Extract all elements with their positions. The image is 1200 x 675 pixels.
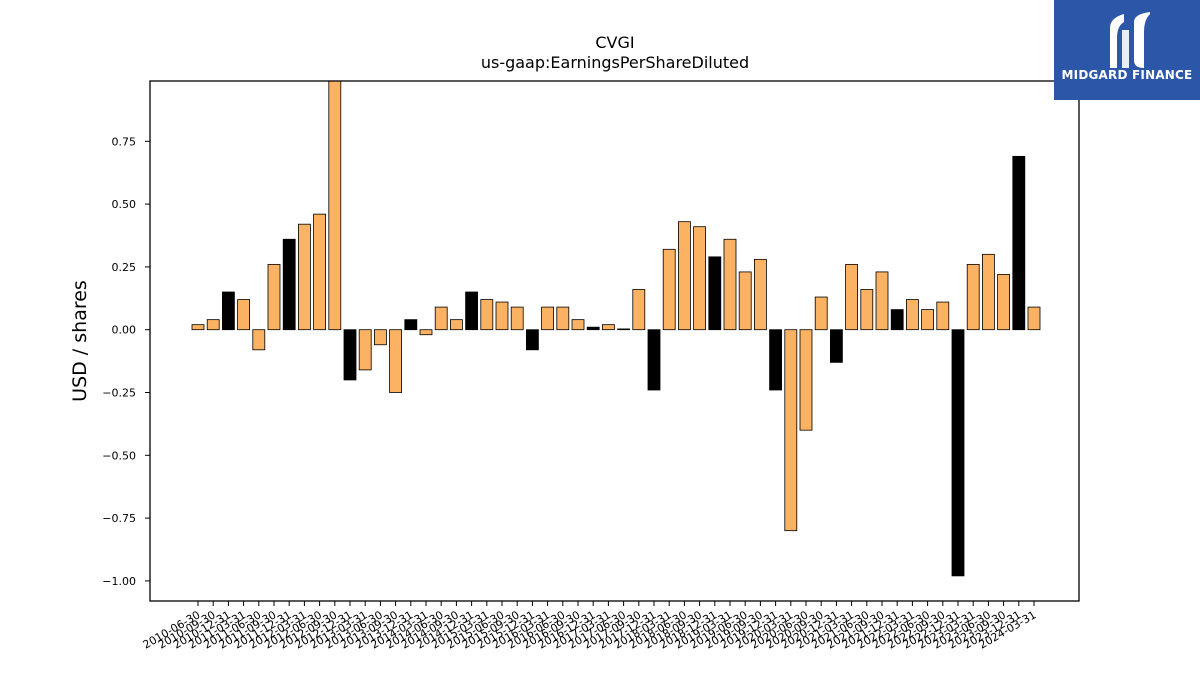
bar-2023-12-31 — [1012, 155, 1026, 331]
bar-2023-09-30 — [997, 274, 1010, 331]
y-tick-label: 0.25 — [112, 261, 137, 274]
bar-2014-12-31 — [465, 291, 479, 331]
bar-2020-12-31 — [830, 329, 843, 363]
bar-2020-09-30 — [814, 296, 828, 331]
bar-2018-03-31 — [662, 248, 676, 331]
bar-2013-06-30 — [373, 329, 387, 346]
bar-2015-06-30 — [495, 301, 509, 331]
bar-2011-06-30 — [252, 329, 266, 351]
bar-2016-06-30 — [556, 306, 570, 331]
bar-2011-03-31 — [237, 299, 251, 331]
bar-2018-12-31 — [708, 256, 722, 331]
bar-2019-03-31 — [723, 238, 737, 331]
bar-2021-03-31 — [845, 263, 858, 331]
bar-2021-09-30 — [875, 271, 889, 331]
bar-2010-12-31 — [221, 291, 235, 331]
bar-2020-06-30 — [799, 329, 813, 431]
bar-2018-09-30 — [693, 226, 706, 331]
bar-2015-09-30 — [510, 306, 524, 331]
bar-2010-06-30 — [191, 324, 205, 331]
bar-2017-12-31 — [647, 329, 661, 391]
bar-2016-09-30 — [571, 319, 585, 331]
bar-2020-03-31 — [784, 329, 798, 532]
chart-title: CVGI — [595, 33, 634, 52]
logo-text: MIDGARD FINANCE — [1061, 68, 1193, 82]
y-tick-label: 0.00 — [112, 324, 137, 337]
bar-2014-03-31 — [419, 329, 433, 336]
bar-2010-09-30 — [206, 319, 220, 331]
bar-2022-09-30 — [936, 301, 950, 331]
bar-2024-03-31 — [1027, 306, 1041, 331]
bar-2018-06-30 — [678, 221, 691, 331]
y-tick-label: −0.50 — [102, 449, 136, 462]
bar-2015-03-31 — [480, 299, 494, 331]
bar-2012-06-30 — [313, 213, 327, 331]
bar-2016-03-31 — [541, 306, 554, 331]
bars-group — [191, 81, 1041, 577]
bar-2015-12-31 — [526, 329, 539, 351]
bar-2012-12-31 — [343, 329, 357, 381]
bar-2022-12-31 — [951, 329, 965, 577]
bar-2014-09-30 — [449, 319, 463, 331]
bar-2011-12-31 — [282, 238, 296, 331]
x-ticks-group: 2010-06-302010-09-302010-12-312011-03-31… — [141, 601, 1039, 652]
y-tick-label: −1.00 — [102, 575, 136, 588]
bar-2017-06-30 — [617, 328, 630, 331]
bar-2013-03-31 — [358, 329, 372, 371]
bar-2022-03-31 — [906, 299, 919, 331]
bar-2021-12-31 — [890, 309, 904, 331]
bar-2014-06-30 — [434, 306, 448, 331]
y-ticks-group: −1.00 −0.75 −0.50 −0.25 0.00 0.25 0.50 0.75 — [102, 135, 150, 588]
bar-2013-09-30 — [389, 329, 403, 393]
bar-2019-09-30 — [754, 258, 767, 331]
bar-2017-09-30 — [632, 289, 646, 331]
y-tick-label: −0.25 — [102, 386, 136, 399]
bar-2023-06-30 — [982, 253, 995, 331]
y-tick-label: 0.50 — [112, 198, 137, 211]
chart-subtitle: us-gaap:EarningsPerShareDiluted — [481, 53, 749, 72]
y-tick-label: 0.75 — [112, 135, 137, 148]
bar-2012-03-31 — [297, 223, 311, 331]
bar-2013-12-31 — [404, 319, 418, 331]
bar-2016-12-31 — [586, 326, 600, 331]
bar-2019-12-31 — [769, 329, 782, 391]
y-tick-label: −0.75 — [102, 512, 136, 525]
bar-2017-03-31 — [602, 324, 615, 331]
bar-2022-06-30 — [921, 309, 934, 331]
bar-2023-03-31 — [966, 263, 980, 331]
bar-2011-09-30 — [267, 263, 281, 331]
plot-frame — [149, 80, 1080, 602]
y-axis-label: USD / shares — [69, 280, 91, 402]
midgard-logo-icon — [1110, 12, 1150, 68]
bar-2021-06-30 — [860, 289, 874, 331]
bar-2012-09-30 — [328, 81, 342, 331]
midgard-finance-logo: MIDGARD FINANCE — [1054, 0, 1200, 100]
bar-2019-06-30 — [738, 271, 752, 331]
